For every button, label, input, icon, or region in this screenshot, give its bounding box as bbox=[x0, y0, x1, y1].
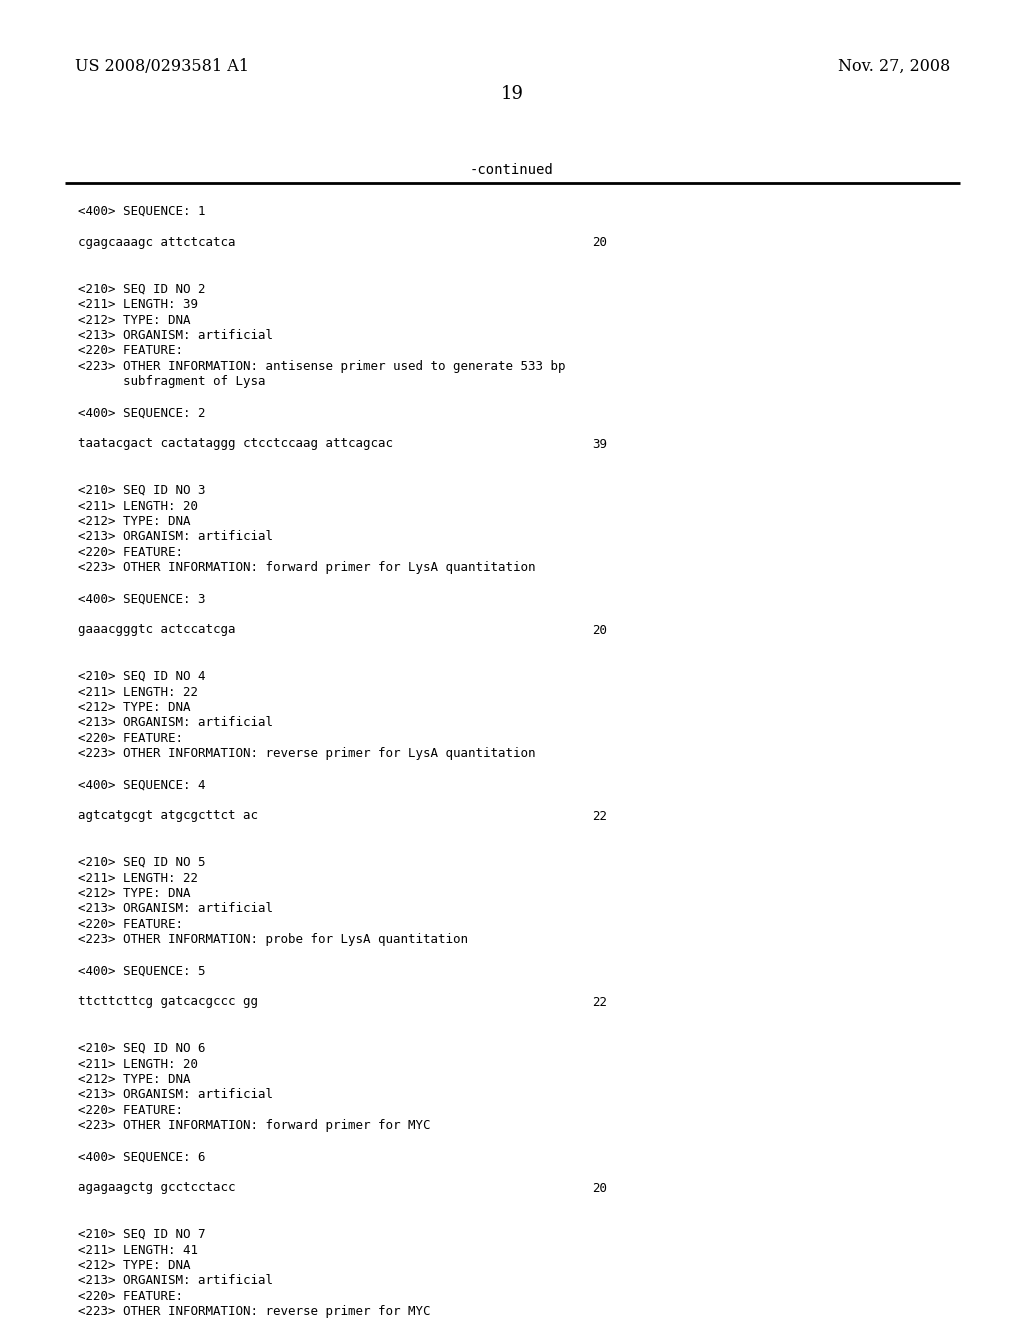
Text: Nov. 27, 2008: Nov. 27, 2008 bbox=[838, 58, 950, 75]
Text: subfragment of Lysa: subfragment of Lysa bbox=[78, 375, 265, 388]
Text: <210> SEQ ID NO 4: <210> SEQ ID NO 4 bbox=[78, 671, 206, 682]
Text: -continued: -continued bbox=[470, 162, 554, 177]
Text: gaaacgggtc actccatcga: gaaacgggtc actccatcga bbox=[78, 623, 236, 636]
Text: <400> SEQUENCE: 4: <400> SEQUENCE: 4 bbox=[78, 779, 206, 792]
Text: <210> SEQ ID NO 6: <210> SEQ ID NO 6 bbox=[78, 1041, 206, 1055]
Text: <211> LENGTH: 41: <211> LENGTH: 41 bbox=[78, 1243, 198, 1257]
Text: <211> LENGTH: 22: <211> LENGTH: 22 bbox=[78, 871, 198, 884]
Text: <211> LENGTH: 39: <211> LENGTH: 39 bbox=[78, 298, 198, 312]
Text: <400> SEQUENCE: 5: <400> SEQUENCE: 5 bbox=[78, 965, 206, 978]
Text: <223> OTHER INFORMATION: forward primer for MYC: <223> OTHER INFORMATION: forward primer … bbox=[78, 1119, 430, 1133]
Text: cgagcaaagc attctcatca: cgagcaaagc attctcatca bbox=[78, 236, 236, 249]
Text: <212> TYPE: DNA: <212> TYPE: DNA bbox=[78, 314, 190, 326]
Text: <400> SEQUENCE: 2: <400> SEQUENCE: 2 bbox=[78, 407, 206, 420]
Text: <213> ORGANISM: artificial: <213> ORGANISM: artificial bbox=[78, 531, 273, 544]
Text: <213> ORGANISM: artificial: <213> ORGANISM: artificial bbox=[78, 1275, 273, 1287]
Text: <213> ORGANISM: artificial: <213> ORGANISM: artificial bbox=[78, 329, 273, 342]
Text: ttcttcttcg gatcacgccc gg: ttcttcttcg gatcacgccc gg bbox=[78, 995, 258, 1008]
Text: 19: 19 bbox=[501, 84, 523, 103]
Text: <210> SEQ ID NO 7: <210> SEQ ID NO 7 bbox=[78, 1228, 206, 1241]
Text: <212> TYPE: DNA: <212> TYPE: DNA bbox=[78, 887, 190, 900]
Text: <400> SEQUENCE: 1: <400> SEQUENCE: 1 bbox=[78, 205, 206, 218]
Text: US 2008/0293581 A1: US 2008/0293581 A1 bbox=[75, 58, 249, 75]
Text: <220> FEATURE:: <220> FEATURE: bbox=[78, 345, 183, 358]
Text: <213> ORGANISM: artificial: <213> ORGANISM: artificial bbox=[78, 1089, 273, 1101]
Text: 39: 39 bbox=[592, 437, 607, 450]
Text: 20: 20 bbox=[592, 1181, 607, 1195]
Text: <400> SEQUENCE: 3: <400> SEQUENCE: 3 bbox=[78, 593, 206, 606]
Text: <220> FEATURE:: <220> FEATURE: bbox=[78, 546, 183, 558]
Text: <211> LENGTH: 20: <211> LENGTH: 20 bbox=[78, 499, 198, 512]
Text: <223> OTHER INFORMATION: antisense primer used to generate 533 bp: <223> OTHER INFORMATION: antisense prime… bbox=[78, 360, 565, 374]
Text: <210> SEQ ID NO 5: <210> SEQ ID NO 5 bbox=[78, 855, 206, 869]
Text: <223> OTHER INFORMATION: reverse primer for MYC: <223> OTHER INFORMATION: reverse primer … bbox=[78, 1305, 430, 1319]
Text: <210> SEQ ID NO 2: <210> SEQ ID NO 2 bbox=[78, 282, 206, 296]
Text: <210> SEQ ID NO 3: <210> SEQ ID NO 3 bbox=[78, 484, 206, 498]
Text: <212> TYPE: DNA: <212> TYPE: DNA bbox=[78, 1259, 190, 1272]
Text: <223> OTHER INFORMATION: forward primer for LysA quantitation: <223> OTHER INFORMATION: forward primer … bbox=[78, 561, 536, 574]
Text: 20: 20 bbox=[592, 623, 607, 636]
Text: 20: 20 bbox=[592, 236, 607, 249]
Text: <211> LENGTH: 22: <211> LENGTH: 22 bbox=[78, 685, 198, 698]
Text: <220> FEATURE:: <220> FEATURE: bbox=[78, 1290, 183, 1303]
Text: 22: 22 bbox=[592, 995, 607, 1008]
Text: <212> TYPE: DNA: <212> TYPE: DNA bbox=[78, 701, 190, 714]
Text: <213> ORGANISM: artificial: <213> ORGANISM: artificial bbox=[78, 903, 273, 916]
Text: <212> TYPE: DNA: <212> TYPE: DNA bbox=[78, 515, 190, 528]
Text: <220> FEATURE:: <220> FEATURE: bbox=[78, 917, 183, 931]
Text: agagaagctg gcctcctacc: agagaagctg gcctcctacc bbox=[78, 1181, 236, 1195]
Text: <400> SEQUENCE: 6: <400> SEQUENCE: 6 bbox=[78, 1151, 206, 1163]
Text: <212> TYPE: DNA: <212> TYPE: DNA bbox=[78, 1073, 190, 1086]
Text: agtcatgcgt atgcgcttct ac: agtcatgcgt atgcgcttct ac bbox=[78, 809, 258, 822]
Text: 22: 22 bbox=[592, 809, 607, 822]
Text: <211> LENGTH: 20: <211> LENGTH: 20 bbox=[78, 1057, 198, 1071]
Text: <220> FEATURE:: <220> FEATURE: bbox=[78, 1104, 183, 1117]
Text: <223> OTHER INFORMATION: probe for LysA quantitation: <223> OTHER INFORMATION: probe for LysA … bbox=[78, 933, 468, 946]
Text: taatacgact cactataggg ctcctccaag attcagcac: taatacgact cactataggg ctcctccaag attcagc… bbox=[78, 437, 393, 450]
Text: <220> FEATURE:: <220> FEATURE: bbox=[78, 733, 183, 744]
Text: <223> OTHER INFORMATION: reverse primer for LysA quantitation: <223> OTHER INFORMATION: reverse primer … bbox=[78, 747, 536, 760]
Text: <213> ORGANISM: artificial: <213> ORGANISM: artificial bbox=[78, 717, 273, 730]
